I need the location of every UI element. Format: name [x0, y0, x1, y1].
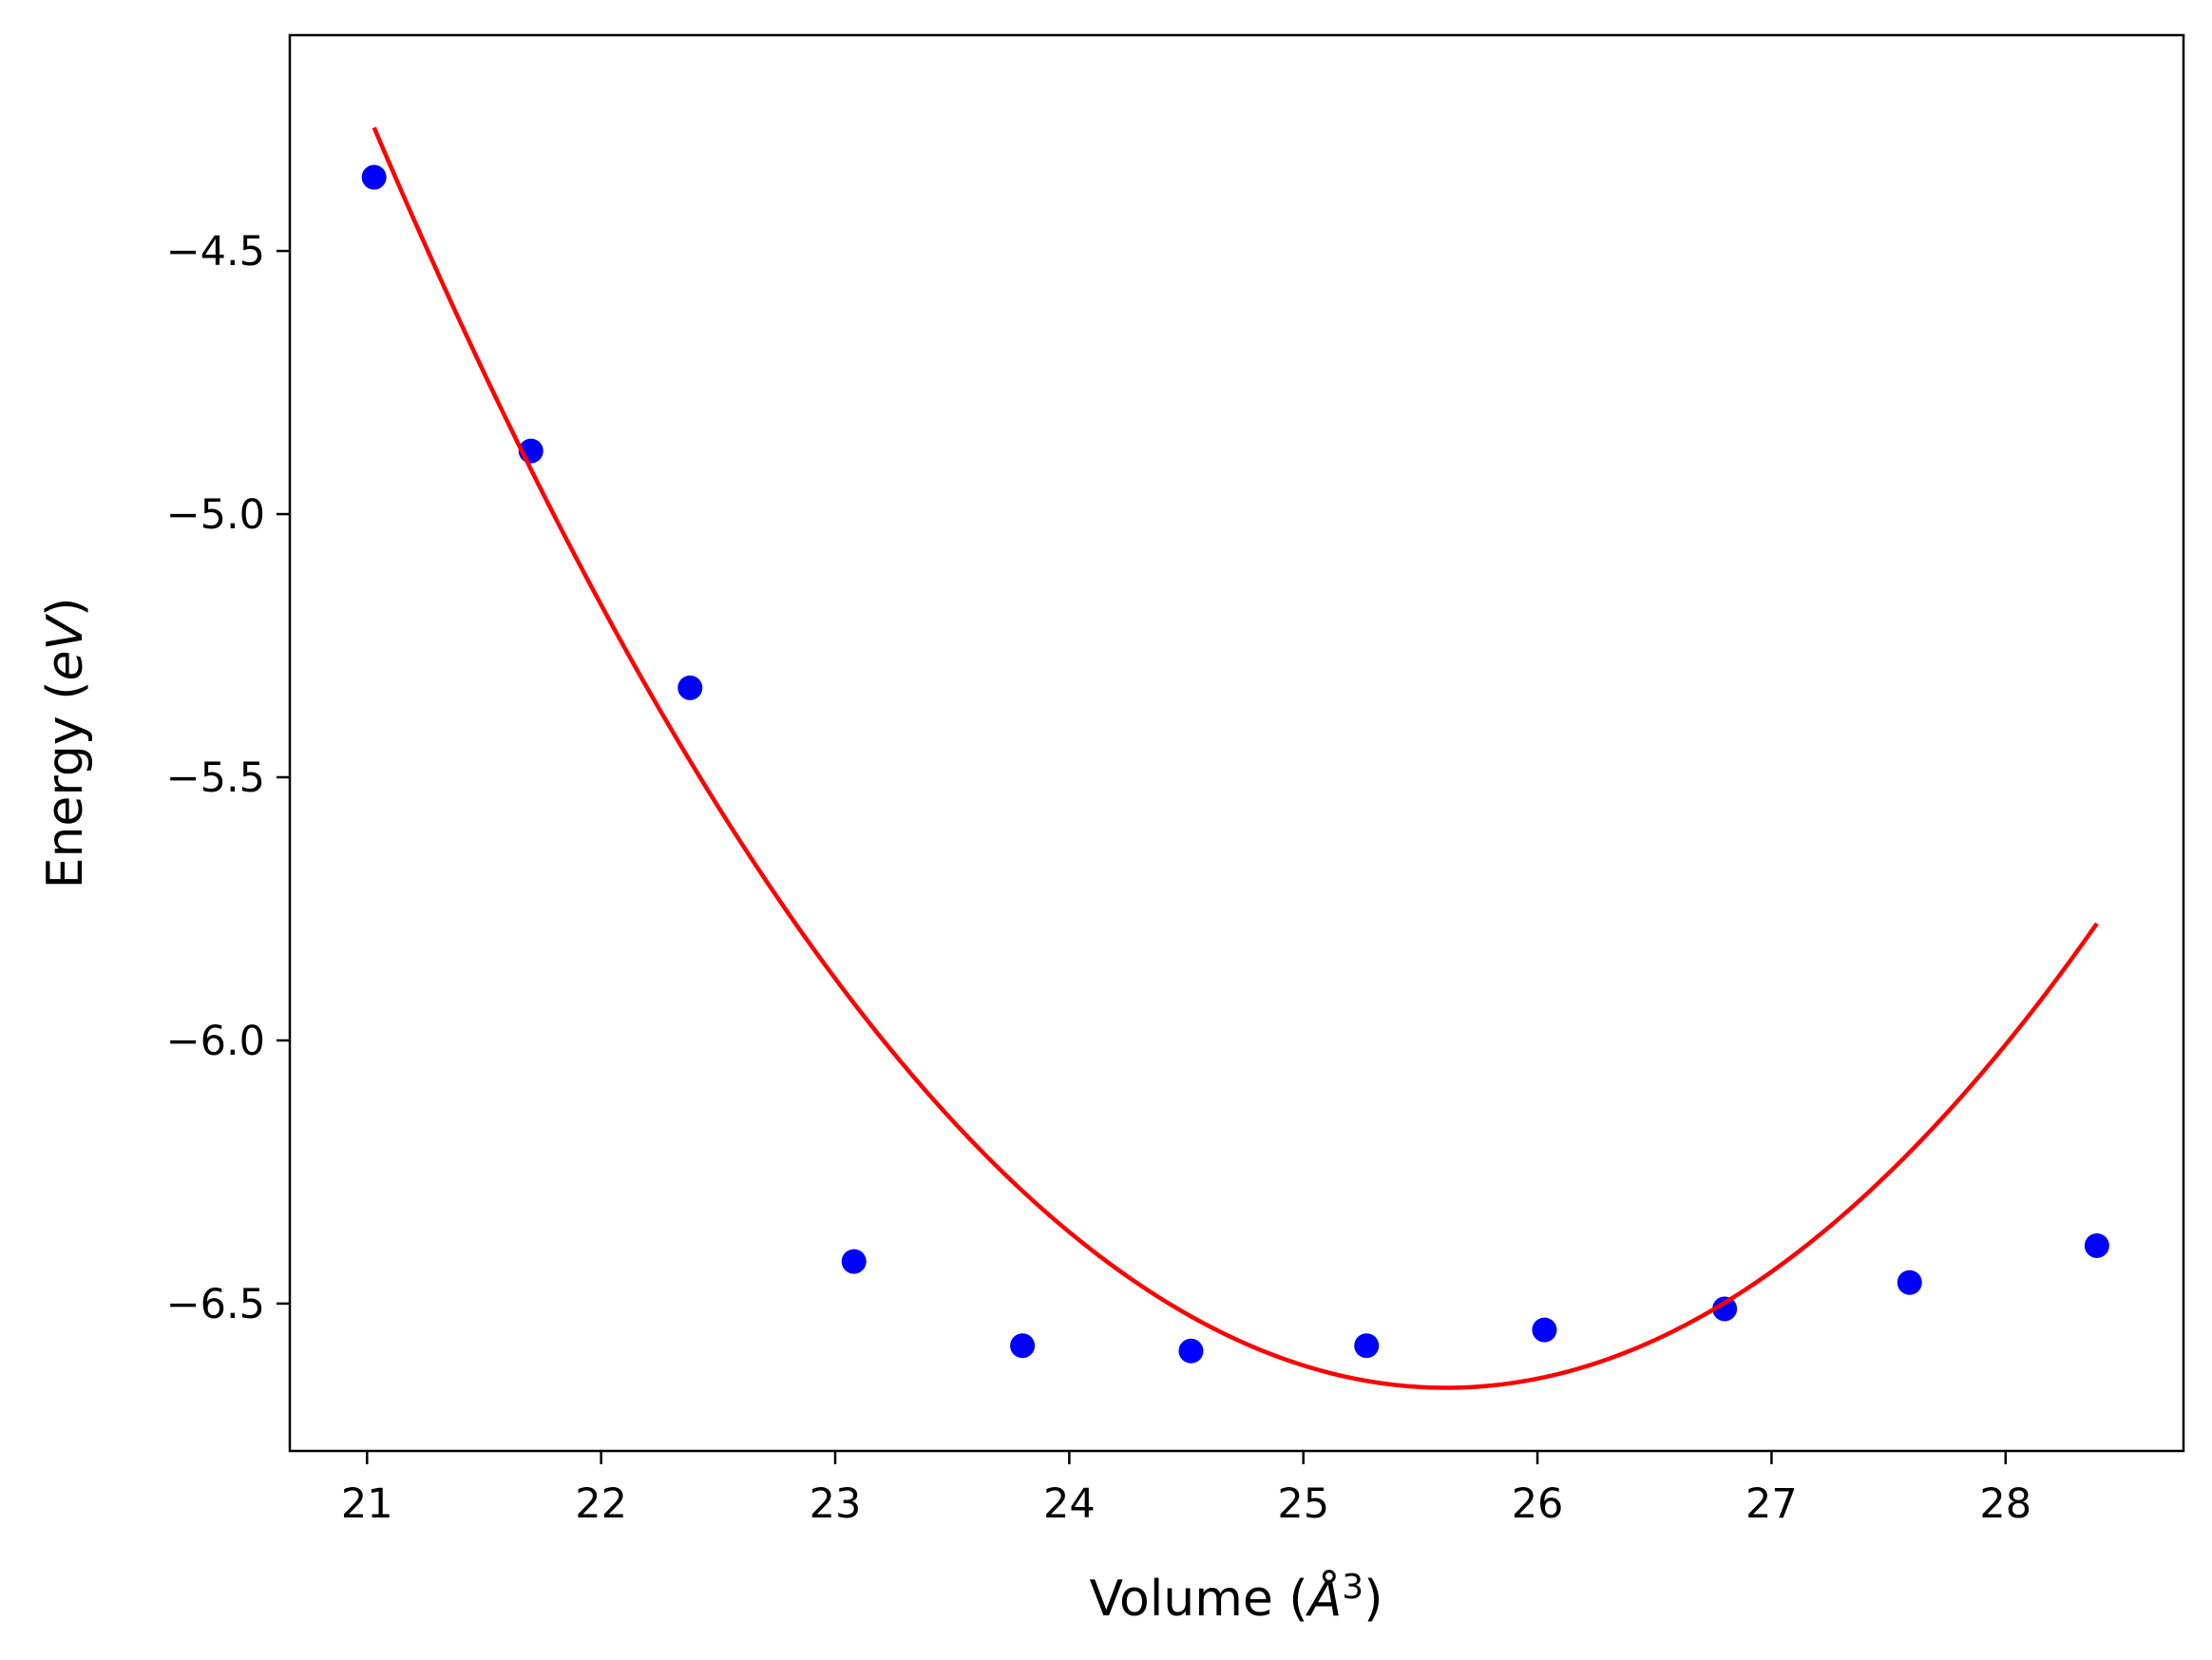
y-tick-label: −6.5: [166, 1281, 265, 1328]
data-point: [361, 164, 387, 190]
fit-curve-line: [372, 126, 2099, 1390]
data-point: [841, 1249, 867, 1274]
plot-layer: [361, 126, 2109, 1390]
plot-frame: [288, 33, 2185, 1453]
data-point: [677, 675, 703, 700]
data-point: [1010, 1333, 1036, 1359]
y-axis-label-unit: eV: [37, 614, 94, 681]
y-tick-label: −6.0: [166, 1018, 265, 1065]
x-axis-label-symbol: Å: [1306, 1569, 1343, 1628]
x-tick-label: 28: [1979, 1480, 2031, 1528]
data-point: [1354, 1333, 1380, 1359]
data-point: [1897, 1269, 1922, 1295]
y-tick-label: −5.5: [166, 754, 265, 802]
x-tick-label: 21: [341, 1480, 393, 1528]
x-tick-label: 24: [1043, 1480, 1096, 1528]
x-axis-label-power: 3: [1342, 1568, 1363, 1607]
y-axis-ticks: −4.5 −5.0 −5.5 −6.0 −6.5: [166, 228, 290, 1328]
y-tick-label: −5.0: [166, 491, 265, 539]
x-tick-label: 27: [1745, 1480, 1798, 1528]
y-tick-label: −4.5: [166, 228, 265, 276]
data-point: [2084, 1232, 2109, 1258]
x-tick-label: 26: [1512, 1480, 1564, 1528]
data-point: [1712, 1296, 1738, 1322]
x-tick-label: 25: [1277, 1480, 1329, 1528]
x-tick-label: 22: [575, 1480, 627, 1528]
data-point: [1532, 1317, 1557, 1343]
data-point: [1178, 1338, 1204, 1364]
x-axis-ticks: 21 22 23 24 25 26 27 28: [341, 1451, 2031, 1528]
y-axis-label: Energy (eV): [37, 598, 94, 889]
x-tick-label: 23: [810, 1480, 862, 1528]
x-axis-label: Volume (Å3): [1090, 1568, 1383, 1628]
